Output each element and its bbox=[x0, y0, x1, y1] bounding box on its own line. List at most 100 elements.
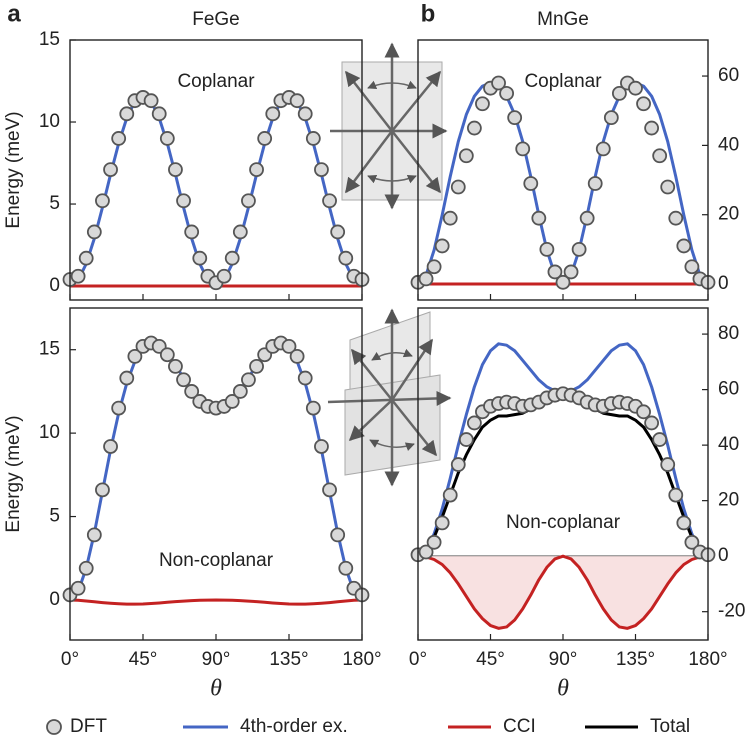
line bbox=[69, 94, 363, 288]
data-point bbox=[668, 210, 684, 226]
data-point bbox=[176, 193, 191, 209]
data-point bbox=[652, 432, 668, 447]
data-point bbox=[442, 487, 458, 503]
data-point bbox=[466, 415, 482, 431]
data-point bbox=[86, 224, 102, 240]
data-point bbox=[78, 250, 94, 266]
x-tick-label: 45° bbox=[476, 649, 505, 670]
y-axis-label: Energy (meV) bbox=[3, 111, 24, 228]
data-point bbox=[652, 148, 668, 164]
data-point bbox=[184, 224, 200, 240]
data-point bbox=[305, 400, 321, 416]
data-point bbox=[563, 264, 579, 280]
data-point bbox=[330, 224, 346, 240]
data-point bbox=[159, 131, 175, 146]
data-point bbox=[151, 106, 167, 122]
data-point bbox=[192, 250, 208, 266]
data-point bbox=[168, 358, 183, 374]
x-tick-label: 90° bbox=[549, 649, 578, 670]
data-point bbox=[644, 120, 660, 136]
y-tick-label: 20 bbox=[718, 204, 739, 225]
data-point bbox=[660, 457, 676, 472]
y-tick-label: 0 bbox=[718, 273, 729, 294]
data-point bbox=[249, 162, 264, 177]
x-tick-label: 135° bbox=[269, 649, 308, 670]
data-point bbox=[95, 193, 110, 209]
data-point bbox=[458, 148, 474, 164]
plot-frame bbox=[417, 307, 709, 641]
data-point bbox=[458, 432, 474, 447]
data-point bbox=[603, 110, 619, 126]
data-point bbox=[442, 210, 458, 226]
data-point bbox=[314, 439, 329, 454]
data-point bbox=[499, 85, 515, 101]
data-point bbox=[70, 580, 86, 596]
data-point bbox=[338, 560, 354, 576]
y-tick-label: 40 bbox=[718, 434, 739, 455]
legend-label: Total bbox=[650, 716, 690, 736]
data-point bbox=[224, 394, 240, 409]
data-point bbox=[636, 96, 651, 112]
data-point bbox=[644, 415, 660, 431]
x-tick-label: 180° bbox=[342, 649, 381, 670]
x-tick-label: 180° bbox=[688, 649, 727, 670]
data-point bbox=[571, 241, 587, 257]
data-point bbox=[232, 384, 248, 399]
y-tick-label: 5 bbox=[49, 193, 60, 214]
non-coplanar-icon bbox=[327, 308, 452, 487]
legend-label: 4th-order ex. bbox=[240, 716, 348, 736]
annotation: Coplanar bbox=[524, 71, 602, 92]
data-point bbox=[450, 179, 466, 195]
data-point bbox=[322, 193, 337, 209]
data-point bbox=[676, 238, 692, 254]
legend: DFT 4th-order ex. CCI Total bbox=[46, 716, 690, 736]
data-point bbox=[241, 193, 256, 209]
line bbox=[69, 598, 363, 606]
y-tick-label: 60 bbox=[718, 65, 739, 86]
data-point bbox=[103, 439, 118, 454]
data-point bbox=[418, 271, 434, 287]
data-point bbox=[232, 224, 248, 240]
data-point bbox=[249, 358, 264, 374]
plot-frame bbox=[417, 39, 709, 301]
data-point bbox=[176, 372, 191, 388]
data-point bbox=[595, 141, 611, 157]
data-point bbox=[127, 348, 143, 364]
y-tick-label: 0 bbox=[718, 545, 729, 566]
data-point bbox=[330, 527, 346, 543]
data-point bbox=[95, 482, 110, 498]
y-tick-label: 10 bbox=[39, 111, 60, 132]
data-point bbox=[628, 80, 643, 96]
data-point bbox=[587, 176, 603, 191]
plot-frame bbox=[69, 307, 363, 641]
data-point bbox=[434, 238, 450, 254]
panel-title: FeGe bbox=[192, 9, 240, 30]
data-point bbox=[241, 372, 256, 388]
y-tick-label: -20 bbox=[718, 601, 745, 622]
line bbox=[417, 554, 709, 630]
area bbox=[418, 556, 708, 629]
data-point bbox=[216, 268, 232, 284]
data-point bbox=[168, 162, 183, 177]
data-point bbox=[434, 515, 450, 531]
data-point bbox=[579, 210, 595, 226]
data-point bbox=[103, 162, 118, 177]
y-tick-label: 80 bbox=[718, 323, 739, 344]
plot-frame bbox=[69, 39, 363, 301]
data-point bbox=[111, 131, 127, 146]
data-point bbox=[475, 96, 490, 112]
data-point bbox=[86, 527, 102, 543]
data-point bbox=[555, 274, 571, 290]
data-point bbox=[450, 457, 466, 472]
data-point bbox=[523, 176, 539, 191]
data-point bbox=[539, 241, 555, 257]
data-point bbox=[70, 268, 86, 284]
data-point bbox=[547, 264, 563, 280]
data-point bbox=[119, 106, 135, 122]
data-point bbox=[119, 370, 135, 386]
data-point bbox=[281, 338, 297, 354]
data-point bbox=[466, 120, 482, 136]
y-tick-label: 0 bbox=[49, 275, 60, 296]
data-point bbox=[297, 106, 313, 122]
data-point bbox=[265, 106, 281, 122]
